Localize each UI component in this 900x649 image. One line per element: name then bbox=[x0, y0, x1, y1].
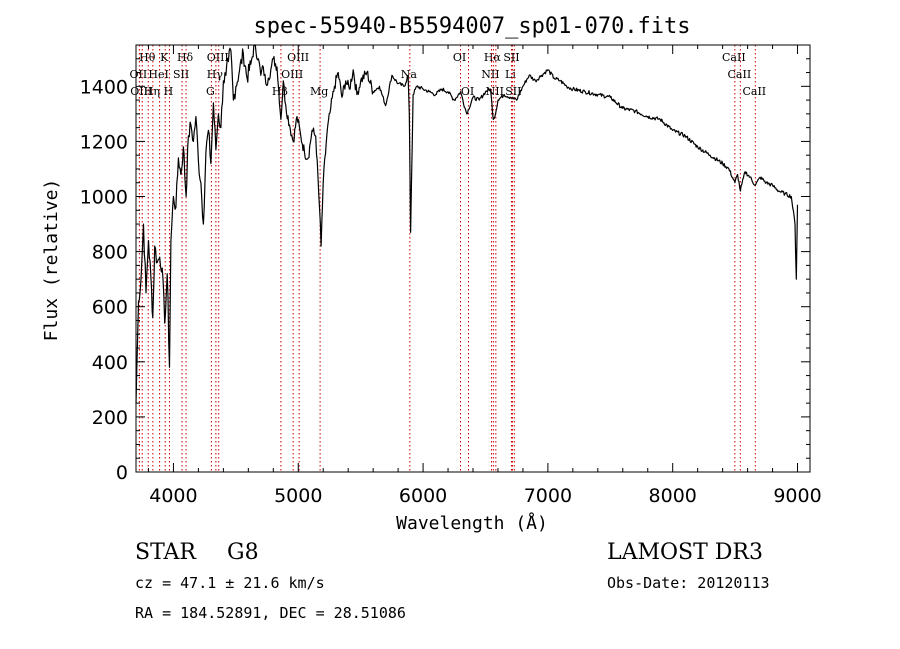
line-marker-label: NII bbox=[486, 85, 504, 98]
x-tick-label: 4000 bbox=[149, 485, 197, 507]
y-tick-label: 1000 bbox=[80, 187, 128, 209]
radial-velocity: cz = 47.1 ± 21.6 km/s bbox=[135, 574, 325, 592]
line-marker-label: Hδ bbox=[177, 51, 194, 64]
line-marker-label: SII bbox=[503, 51, 519, 64]
line-marker-label: Hβ bbox=[272, 85, 288, 98]
line-marker-label: OII bbox=[130, 68, 148, 81]
line-marker-label: Hγ bbox=[207, 68, 224, 81]
y-tick-label: 200 bbox=[92, 407, 128, 429]
line-marker-label: K bbox=[160, 51, 169, 64]
line-marker-label: SII bbox=[505, 85, 521, 98]
y-axis-label: Flux (relative) bbox=[41, 179, 62, 342]
line-marker-label: OIII bbox=[287, 51, 309, 64]
x-axis: 4000 5000 6000 7000 8000 9000 bbox=[147, 45, 822, 507]
line-marker-label: CaII bbox=[728, 68, 752, 81]
line-marker-label: OIII bbox=[281, 68, 303, 81]
line-marker-label: SII bbox=[173, 68, 189, 81]
line-marker-label: OI bbox=[453, 51, 466, 64]
object-class: STAR bbox=[135, 540, 196, 565]
line-marker-label: Hη bbox=[144, 85, 160, 98]
x-tick-label: 9000 bbox=[773, 485, 821, 507]
y-tick-label: 800 bbox=[92, 242, 128, 264]
x-tick-label: 7000 bbox=[524, 485, 572, 507]
line-marker-label: G bbox=[206, 85, 215, 98]
line-marker-label: Na bbox=[401, 68, 418, 81]
line-marker-label: H bbox=[164, 85, 174, 98]
line-marker-label: Li bbox=[505, 68, 516, 81]
x-tick-label: 6000 bbox=[399, 485, 447, 507]
line-marker-label: CaII bbox=[742, 85, 766, 98]
object-subclass: G8 bbox=[227, 540, 259, 565]
sky-coordinates: RA = 184.52891, DEC = 28.51086 bbox=[135, 604, 406, 622]
y-axis: 0 200 400 600 800 1000 1200 1400 bbox=[80, 58, 810, 484]
line-marker-label: Hα bbox=[484, 51, 502, 64]
line-marker-label: Hθ bbox=[139, 51, 156, 64]
chart-title: spec-55940-B5594007_sp01-070.fits bbox=[253, 14, 690, 39]
y-tick-label: 0 bbox=[116, 462, 128, 484]
line-marker-label: OI bbox=[461, 85, 474, 98]
x-tick-label: 5000 bbox=[274, 485, 322, 507]
line-marker-label: OIII bbox=[207, 51, 229, 64]
line-marker-label: Mg bbox=[310, 85, 328, 98]
spectrum-line bbox=[135, 44, 799, 404]
x-axis-label: Wavelength (Å) bbox=[396, 512, 548, 534]
y-tick-label: 1200 bbox=[80, 131, 128, 153]
line-marker-label: CaII bbox=[722, 51, 746, 64]
y-tick-label: 400 bbox=[92, 352, 128, 374]
y-tick-label: 600 bbox=[92, 297, 128, 319]
survey-name: LAMOST DR3 bbox=[607, 540, 763, 565]
line-marker-label: HeI bbox=[148, 68, 168, 81]
y-tick-label: 1400 bbox=[80, 76, 128, 98]
observation-date: Obs-Date: 20120113 bbox=[607, 574, 770, 592]
x-tick-label: 8000 bbox=[649, 485, 697, 507]
line-marker-label: NII bbox=[481, 68, 499, 81]
